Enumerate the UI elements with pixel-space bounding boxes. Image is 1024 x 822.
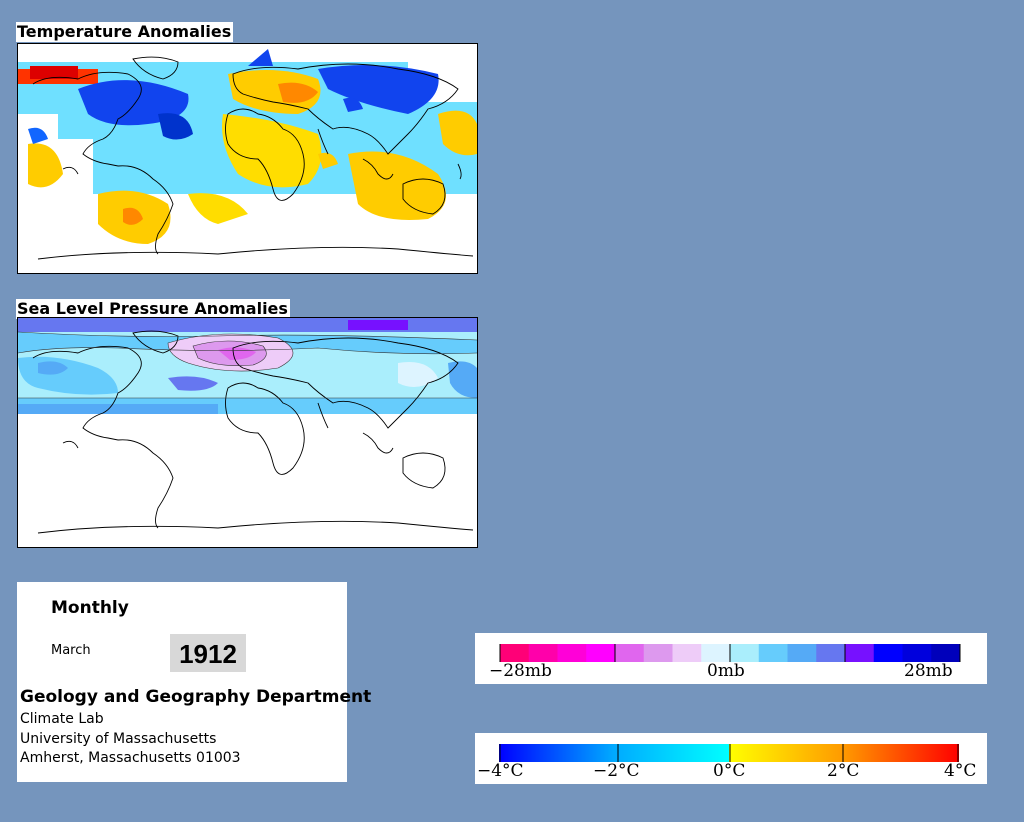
pressure-colorbar-swatch <box>615 644 645 662</box>
pressure-colorbar-swatch <box>528 644 558 662</box>
temperature-legend-label-neg4: −4°C <box>477 761 524 781</box>
temperature-colorbar <box>499 744 959 762</box>
address-line-3: Amherst, Massachusetts 01003 <box>20 750 241 766</box>
temperature-anomaly-map <box>17 43 478 274</box>
pressure-colorbar-swatch <box>701 644 731 662</box>
coastlines <box>32 330 474 534</box>
temperature-legend-label-4: 4°C <box>944 761 977 781</box>
period-label: Monthly <box>51 598 129 618</box>
address-line-2: University of Massachusetts <box>20 731 217 747</box>
pressure-panel-title: Sea Level Pressure Anomalies <box>16 299 290 319</box>
temperature-panel-title: Temperature Anomalies <box>16 22 234 42</box>
pressure-contours <box>18 331 477 399</box>
pressure-colorbar-swatch <box>787 644 817 662</box>
pressure-colorbar-swatch <box>643 644 673 662</box>
year-display: 1912 <box>170 634 246 672</box>
pressure-colorbar-swatch <box>672 644 702 662</box>
pressure-colorbar-swatch <box>902 644 932 662</box>
pressure-colorbar-swatch <box>730 644 760 662</box>
department-name: Geology and Geography Department <box>20 687 372 707</box>
temperature-legend: −4°C −2°C 0°C 2°C 4°C <box>475 733 987 784</box>
pressure-legend-zero-label: 0mb <box>707 661 745 681</box>
pressure-colorbar-swatch <box>500 644 530 662</box>
address-line-1: Climate Lab <box>20 711 104 727</box>
temperature-anomaly-field <box>18 49 477 273</box>
info-panel: Monthly March 1912 Geology and Geography… <box>17 582 371 782</box>
coastlines <box>32 56 474 260</box>
pressure-colorbar-swatch <box>586 644 616 662</box>
month-label: March <box>51 643 91 658</box>
temperature-legend-label-neg2: −2°C <box>593 761 640 781</box>
pressure-anomaly-field <box>18 318 477 414</box>
pressure-legend-max-label: 28mb <box>904 661 953 681</box>
pressure-colorbar-swatch <box>816 644 846 662</box>
pressure-colorbar-swatch <box>845 644 875 662</box>
pressure-legend-min-label: −28mb <box>489 661 552 681</box>
pressure-colorbar <box>499 644 961 662</box>
temperature-legend-label-2: 2°C <box>827 761 860 781</box>
pressure-legend: −28mb 0mb 28mb <box>475 633 987 684</box>
pressure-colorbar-swatch <box>758 644 788 662</box>
temperature-legend-label-0: 0°C <box>713 761 746 781</box>
pressure-colorbar-swatch <box>557 644 587 662</box>
pressure-anomaly-map <box>17 317 478 548</box>
pressure-colorbar-swatch <box>931 644 961 662</box>
pressure-colorbar-swatch <box>873 644 903 662</box>
